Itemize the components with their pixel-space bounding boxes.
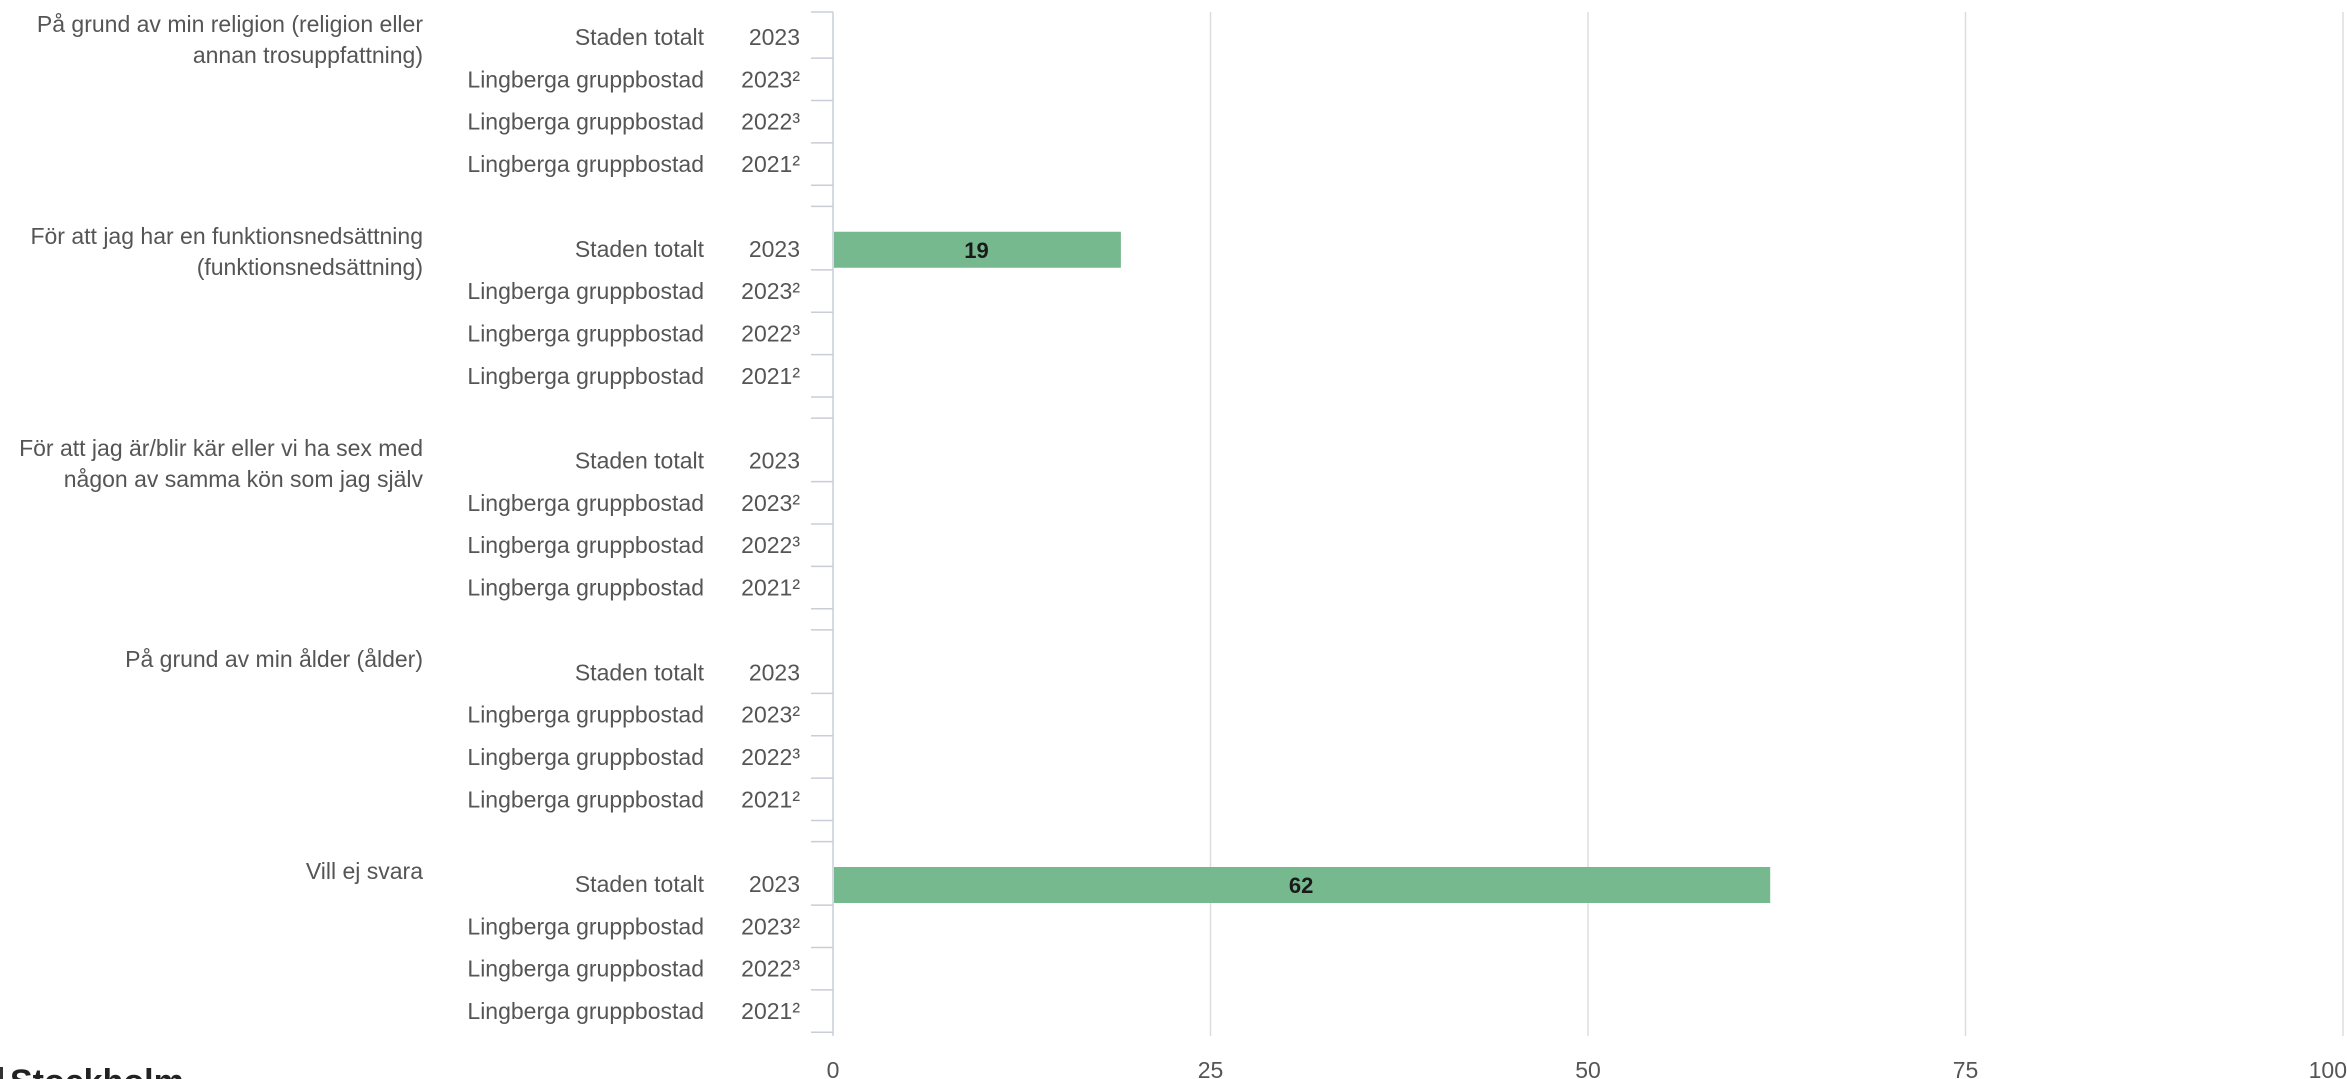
year-label: 2023² xyxy=(741,913,800,939)
x-tick-label: 50 xyxy=(1575,1057,1601,1079)
bar xyxy=(834,867,1771,903)
year-label: 2023 xyxy=(749,448,800,474)
data-label: 19 xyxy=(964,238,988,263)
grid-lines xyxy=(1209,12,2344,1036)
x-tick-label: 0 xyxy=(827,1057,840,1079)
year-label: 2022³ xyxy=(741,744,800,770)
category-axis xyxy=(811,11,834,1036)
data-label: 62 xyxy=(1289,873,1313,898)
year-label: 2023 xyxy=(749,659,800,685)
x-tick-label: 25 xyxy=(1198,1057,1224,1079)
series-label: Lingberga gruppbostad xyxy=(467,320,704,346)
row-labels: Staden totalt 2023 Lingberga gruppbostad 20… xyxy=(467,24,800,1024)
series-label: Lingberga gruppbostad xyxy=(467,532,704,558)
series-label: Staden totalt xyxy=(575,236,705,262)
group-label: För att jag har en funktionsnedsättning … xyxy=(30,222,423,280)
year-label: 2021² xyxy=(741,575,800,601)
bar xyxy=(834,231,1121,268)
series-label: Lingberga gruppbostad xyxy=(467,490,704,516)
series-label: Lingberga gruppbostad xyxy=(467,786,704,812)
year-label: 2022³ xyxy=(741,956,800,982)
group-label: På grund av min religion (religion eller… xyxy=(36,11,423,68)
year-label: 2022³ xyxy=(741,532,800,558)
x-tick-label: 100 xyxy=(2309,1057,2347,1079)
year-label: 2023² xyxy=(741,490,800,516)
series-label: Staden totalt xyxy=(575,24,705,50)
year-label: 2023² xyxy=(741,702,800,728)
series-label: Lingberga gruppbostad xyxy=(467,109,704,135)
group-label: För att jag är/blir kär eller vi ha sex … xyxy=(19,434,423,492)
group-label: Vill ej svara xyxy=(305,858,423,884)
year-label: 2021² xyxy=(741,151,800,177)
year-label: 2023² xyxy=(741,66,800,92)
series-label: Lingberga gruppbostad xyxy=(467,744,704,770)
x-tick-label: 75 xyxy=(1953,1057,1979,1079)
series-label: Lingberga gruppbostad xyxy=(467,702,704,728)
year-label: 2021² xyxy=(741,998,800,1024)
year-label: 2023 xyxy=(749,871,800,897)
series-label: Staden totalt xyxy=(575,448,705,474)
year-label: 2022³ xyxy=(741,320,800,346)
year-label: 2021² xyxy=(741,363,800,389)
group-label: På grund av min ålder (ålder) xyxy=(125,646,423,673)
logo-mark xyxy=(0,1067,3,1079)
series-label: Staden totalt xyxy=(575,871,705,897)
series-label: Lingberga gruppbostad xyxy=(467,66,704,92)
x-axis-ticks: 0 25 50 75 100 xyxy=(827,1057,2347,1079)
series-label: Lingberga gruppbostad xyxy=(467,363,704,389)
series-label: Lingberga gruppbostad xyxy=(467,998,704,1024)
series-label: Lingberga gruppbostad xyxy=(467,913,704,939)
year-label: 2022³ xyxy=(741,109,800,135)
year-label: 2023² xyxy=(741,278,800,304)
series-label: Lingberga gruppbostad xyxy=(467,956,704,982)
series-label: Lingberga gruppbostad xyxy=(467,278,704,304)
series-label: Staden totalt xyxy=(575,659,705,685)
footer-text: Stockholm xyxy=(10,1065,184,1079)
series-label: Lingberga gruppbostad xyxy=(467,575,704,601)
year-label: 2021² xyxy=(741,786,800,812)
series-label: Lingberga gruppbostad xyxy=(467,151,704,177)
year-label: 2023 xyxy=(749,236,800,262)
footer-logo: Stockholm xyxy=(0,1065,220,1079)
year-label: 2023 xyxy=(749,24,800,50)
